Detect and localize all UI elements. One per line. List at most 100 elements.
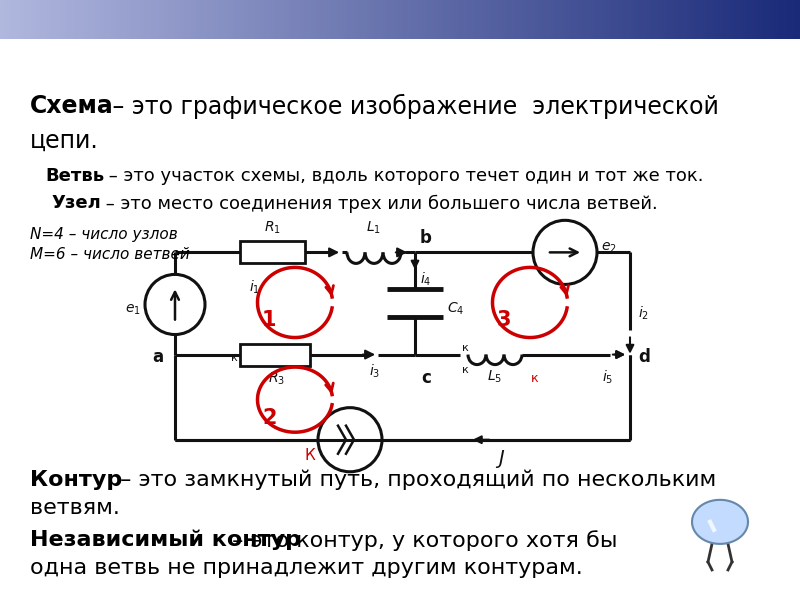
- Bar: [440, 0, 444, 39]
- Bar: [500, 0, 504, 39]
- Bar: [720, 0, 724, 39]
- Bar: [416, 0, 420, 39]
- Bar: [616, 0, 620, 39]
- Bar: [212, 0, 216, 39]
- Bar: [312, 0, 316, 39]
- Bar: [104, 0, 108, 39]
- Bar: [20, 0, 24, 39]
- Bar: [216, 0, 220, 39]
- Bar: [712, 0, 716, 39]
- Text: к: к: [462, 343, 469, 353]
- Bar: [0, 0, 4, 39]
- Bar: [476, 0, 480, 39]
- Bar: [564, 0, 568, 39]
- Bar: [4, 0, 8, 39]
- Text: $i_1$: $i_1$: [250, 279, 261, 296]
- Bar: [572, 0, 576, 39]
- Bar: [16, 0, 20, 39]
- Bar: [68, 0, 72, 39]
- Bar: [148, 0, 152, 39]
- Text: N=4 – число узлов: N=4 – число узлов: [30, 227, 178, 242]
- Bar: [100, 0, 104, 39]
- Bar: [252, 0, 256, 39]
- Bar: [548, 0, 552, 39]
- Text: – это контур, у которого хотя бы: – это контур, у которого хотя бы: [225, 530, 618, 551]
- Bar: [668, 0, 672, 39]
- Bar: [348, 0, 352, 39]
- Bar: [484, 0, 488, 39]
- Bar: [428, 0, 432, 39]
- Bar: [576, 0, 580, 39]
- Bar: [656, 0, 660, 39]
- Bar: [728, 0, 732, 39]
- Bar: [48, 0, 52, 39]
- Bar: [780, 0, 784, 39]
- Bar: [568, 0, 572, 39]
- Bar: [444, 0, 448, 39]
- Bar: [740, 0, 744, 39]
- Bar: [672, 0, 676, 39]
- Bar: [716, 0, 720, 39]
- Bar: [456, 0, 460, 39]
- Bar: [172, 0, 176, 39]
- Bar: [120, 0, 124, 39]
- Bar: [764, 0, 768, 39]
- Bar: [112, 0, 116, 39]
- Bar: [136, 0, 140, 39]
- Bar: [44, 0, 48, 39]
- Bar: [404, 0, 408, 39]
- Bar: [144, 0, 148, 39]
- Bar: [40, 0, 44, 39]
- Bar: [200, 0, 204, 39]
- Text: К: К: [305, 448, 315, 463]
- Bar: [284, 0, 288, 39]
- Text: Независимый контур: Независимый контур: [30, 530, 301, 550]
- Bar: [760, 0, 764, 39]
- Bar: [600, 0, 604, 39]
- Bar: [388, 0, 392, 39]
- Bar: [472, 0, 476, 39]
- Bar: [592, 0, 596, 39]
- Bar: [748, 0, 752, 39]
- Bar: [280, 0, 284, 39]
- Bar: [204, 0, 208, 39]
- Text: – это место соединения трех или большего числа ветвей.: – это место соединения трех или большего…: [100, 194, 658, 212]
- Bar: [8, 0, 12, 39]
- Bar: [288, 0, 292, 39]
- Bar: [128, 0, 132, 39]
- Bar: [664, 0, 668, 39]
- Bar: [192, 0, 196, 39]
- Bar: [156, 0, 160, 39]
- Text: $i_3$: $i_3$: [370, 362, 381, 380]
- Bar: [240, 344, 310, 365]
- Text: к: к: [231, 353, 238, 362]
- Text: 1: 1: [262, 310, 277, 329]
- Text: $C_4$: $C_4$: [447, 300, 464, 317]
- Bar: [360, 0, 364, 39]
- Bar: [768, 0, 772, 39]
- Bar: [108, 0, 112, 39]
- Bar: [544, 0, 548, 39]
- Text: цепи.: цепи.: [30, 129, 98, 153]
- Bar: [376, 0, 380, 39]
- Bar: [232, 0, 236, 39]
- Bar: [308, 0, 312, 39]
- Bar: [628, 0, 632, 39]
- Bar: [240, 0, 244, 39]
- Bar: [208, 0, 212, 39]
- Text: $i_2$: $i_2$: [638, 305, 649, 322]
- Text: $e_2$: $e_2$: [601, 241, 617, 255]
- Bar: [260, 0, 264, 39]
- Bar: [556, 0, 560, 39]
- Text: c: c: [421, 368, 431, 386]
- Bar: [756, 0, 760, 39]
- Text: Схема: Схема: [30, 94, 114, 118]
- Text: 2: 2: [262, 407, 277, 428]
- Bar: [56, 0, 60, 39]
- Bar: [508, 0, 512, 39]
- Bar: [744, 0, 748, 39]
- Bar: [680, 0, 684, 39]
- Bar: [356, 0, 360, 39]
- Bar: [160, 0, 164, 39]
- Bar: [276, 0, 280, 39]
